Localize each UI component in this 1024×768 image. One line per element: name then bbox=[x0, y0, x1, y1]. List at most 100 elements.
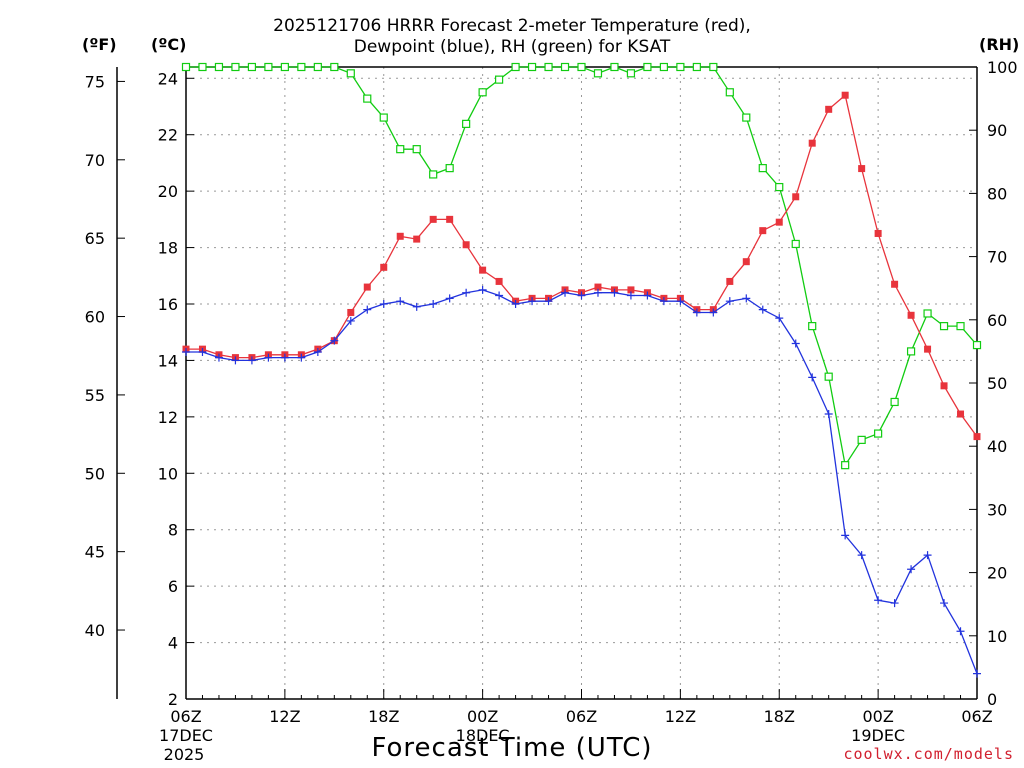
rh-point bbox=[857, 435, 866, 444]
rh-point bbox=[330, 62, 339, 72]
fahrenheit-tick-label: 55 bbox=[85, 386, 105, 405]
celsius-tick-label: 24 bbox=[158, 69, 178, 88]
temperature-point bbox=[396, 232, 404, 240]
temperature-point bbox=[413, 235, 421, 243]
rh-point bbox=[214, 62, 224, 72]
fahrenheit-tick-label: 50 bbox=[85, 464, 105, 483]
temperature-point bbox=[924, 345, 932, 353]
dewpoint-point bbox=[956, 627, 965, 636]
dewpoint-point bbox=[182, 347, 190, 356]
rh-tick-label: 70 bbox=[987, 248, 1007, 267]
temperature-point bbox=[363, 283, 371, 291]
rh-point bbox=[874, 429, 883, 438]
dewpoint-point bbox=[379, 300, 388, 308]
celsius-unit-label: (ºC) bbox=[151, 35, 187, 54]
temperature-point bbox=[380, 263, 388, 271]
dewpoint-point bbox=[297, 353, 306, 362]
celsius-tick-label: 18 bbox=[158, 239, 178, 258]
dewpoint-point bbox=[791, 339, 800, 348]
temperature-point bbox=[874, 229, 882, 237]
temperature-point bbox=[594, 283, 602, 291]
fahrenheit-tick-label: 45 bbox=[85, 543, 105, 562]
rh-point bbox=[495, 75, 504, 84]
temperature-point bbox=[907, 311, 915, 319]
dewpoint-point bbox=[676, 297, 685, 306]
rh-tick-label: 10 bbox=[987, 627, 1007, 646]
rh-point bbox=[511, 62, 520, 72]
dewpoint-point bbox=[890, 599, 899, 608]
dewpoint-point bbox=[610, 288, 619, 297]
rh-point bbox=[659, 62, 668, 72]
temperature-point bbox=[792, 193, 800, 201]
rh-point bbox=[676, 62, 685, 72]
time-tick-label: 12Z bbox=[665, 707, 696, 726]
rh-tick-label: 20 bbox=[987, 564, 1007, 583]
dewpoint-point bbox=[561, 288, 570, 297]
rh-point bbox=[462, 119, 471, 128]
temperature-point bbox=[726, 277, 734, 285]
rh-point bbox=[593, 69, 603, 78]
rh-point bbox=[313, 62, 322, 72]
temperature-point bbox=[446, 215, 454, 223]
time-tick-label: 18Z bbox=[764, 707, 795, 726]
dewpoint-point bbox=[495, 291, 504, 300]
rh-tick-label: 90 bbox=[987, 121, 1007, 140]
dewpoint-point bbox=[775, 314, 784, 323]
rh-point bbox=[939, 322, 949, 331]
time-tick-label: 12Z bbox=[269, 707, 300, 726]
temperature-point bbox=[495, 277, 503, 285]
dewpoint-point bbox=[511, 300, 520, 308]
temperature-series bbox=[182, 91, 981, 441]
temperature-point bbox=[841, 91, 849, 99]
rh-point bbox=[363, 94, 372, 103]
rh-point bbox=[758, 164, 767, 173]
rh-point bbox=[808, 322, 817, 331]
rh-point bbox=[264, 62, 273, 72]
celsius-tick-label: 2 bbox=[168, 690, 178, 709]
dewpoint-point bbox=[808, 373, 817, 382]
rh-tick-label: 40 bbox=[987, 437, 1007, 456]
temperature-point bbox=[742, 258, 750, 266]
celsius-tick-label: 12 bbox=[158, 408, 178, 427]
year-tick-label: 2025 bbox=[164, 745, 205, 764]
rh-point bbox=[841, 461, 850, 470]
dewpoint-point bbox=[429, 300, 438, 308]
celsius-tick-label: 14 bbox=[158, 351, 178, 370]
dewpoint-point bbox=[330, 336, 339, 345]
dewpoint-point bbox=[280, 353, 289, 362]
rh-point bbox=[247, 62, 257, 72]
temperature-point bbox=[858, 165, 866, 173]
fahrenheit-tick-label: 60 bbox=[85, 308, 105, 327]
rh-point bbox=[478, 88, 487, 97]
dewpoint-point bbox=[725, 297, 734, 306]
rh-point bbox=[643, 62, 652, 72]
credit-link[interactable]: coolwx.com/models bbox=[843, 745, 1014, 763]
rh-tick-label: 30 bbox=[987, 500, 1007, 519]
dewpoint-series bbox=[182, 285, 981, 678]
rh-series bbox=[181, 62, 982, 470]
time-tick-label: 06Z bbox=[170, 707, 201, 726]
celsius-tick-label: 22 bbox=[158, 126, 178, 145]
dewpoint-point bbox=[709, 308, 718, 317]
dewpoint-point bbox=[528, 297, 537, 306]
dewpoint-point bbox=[313, 347, 322, 356]
rh-tick-label: 100 bbox=[987, 58, 1018, 77]
dewpoint-point bbox=[742, 294, 751, 303]
dewpoint-point bbox=[478, 285, 487, 294]
rh-point bbox=[544, 62, 553, 72]
dewpoint-point bbox=[544, 297, 553, 306]
rh-point bbox=[412, 145, 421, 154]
dewpoint-point bbox=[907, 565, 916, 574]
time-tick-label: 06Z bbox=[961, 707, 992, 726]
fahrenheit-tick-label: 70 bbox=[85, 151, 105, 170]
rh-point bbox=[198, 62, 207, 72]
rh-point bbox=[923, 309, 932, 318]
fahrenheit-unit-label: (ºF) bbox=[82, 35, 117, 54]
temperature-point bbox=[479, 266, 487, 274]
rh-point bbox=[560, 62, 570, 72]
time-tick-label: 06Z bbox=[566, 707, 597, 726]
dewpoint-point bbox=[857, 551, 866, 560]
chart-axes bbox=[116, 66, 978, 700]
rh-point bbox=[890, 397, 899, 407]
temperature-point bbox=[940, 382, 948, 390]
